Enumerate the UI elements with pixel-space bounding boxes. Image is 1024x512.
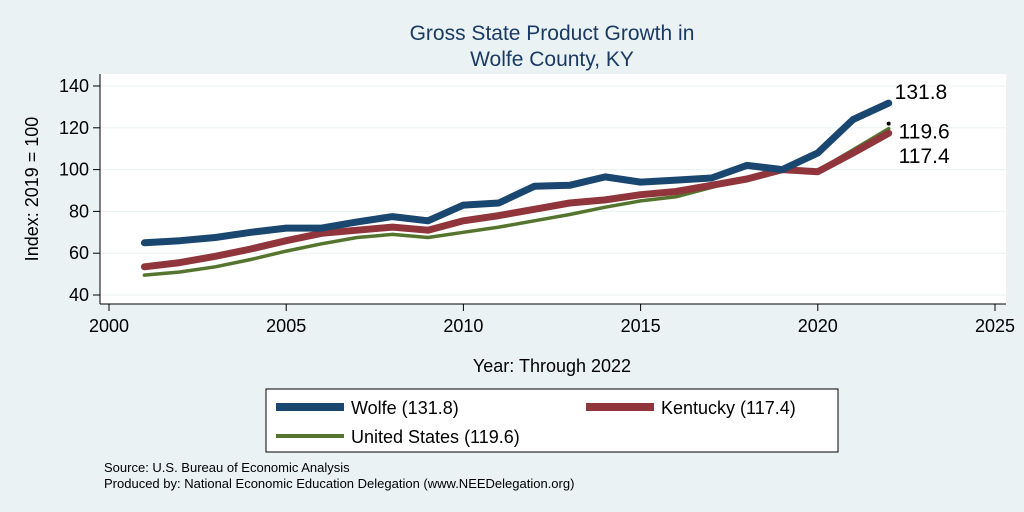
- legend-box: [265, 388, 839, 453]
- y-tick-label: 120: [59, 118, 89, 138]
- x-axis-title: Year: Through 2022: [473, 356, 631, 376]
- y-tick-label: 140: [59, 76, 89, 96]
- x-tick-label: 2010: [443, 316, 483, 336]
- source-note: Source: U.S. Bureau of Economic Analysis: [104, 460, 350, 475]
- legend: Wolfe (131.8) Kentucky (117.4) United Stat…: [276, 398, 796, 447]
- y-axis-title: Index: 2019 = 100: [22, 117, 42, 262]
- series-lines: [140, 99, 893, 277]
- x-tick-label: 2005: [266, 316, 306, 336]
- legend-label-united-states: United States (119.6): [351, 427, 520, 447]
- x-tick-label: 2020: [798, 316, 838, 336]
- y-tick-label: 100: [59, 160, 89, 180]
- legend-label-kentucky: Kentucky (117.4): [661, 398, 796, 418]
- y-tick-label: 60: [69, 243, 89, 263]
- chart-title-line-2: Wolfe County, KY: [470, 48, 634, 71]
- x-tick-label: 2025: [975, 316, 1015, 336]
- axes: 40 60 80 100 120 140 2000 2005 2010 2015 2020 2025: [59, 74, 1015, 336]
- y-tick-label: 80: [69, 201, 89, 221]
- end-label-wolfe: 131.8: [895, 81, 948, 104]
- grid: [100, 85, 1006, 296]
- end-label-kentucky: 117.4: [899, 145, 950, 168]
- chart-title-line-1: Gross State Product Growth in: [410, 22, 695, 45]
- y-tick-label: 40: [69, 285, 89, 305]
- end-label-united-states: 119.6: [899, 121, 950, 144]
- series-line-kentucky: [140, 129, 893, 271]
- legend-label-wolfe: Wolfe (131.8): [351, 398, 459, 418]
- producer-note: Produced by: National Economic Education…: [104, 476, 575, 491]
- x-tick-label: 2015: [621, 316, 661, 336]
- x-tick-label: 2000: [89, 316, 129, 336]
- end-marker-dot: [886, 121, 891, 126]
- series-line-wolfe: [140, 99, 893, 247]
